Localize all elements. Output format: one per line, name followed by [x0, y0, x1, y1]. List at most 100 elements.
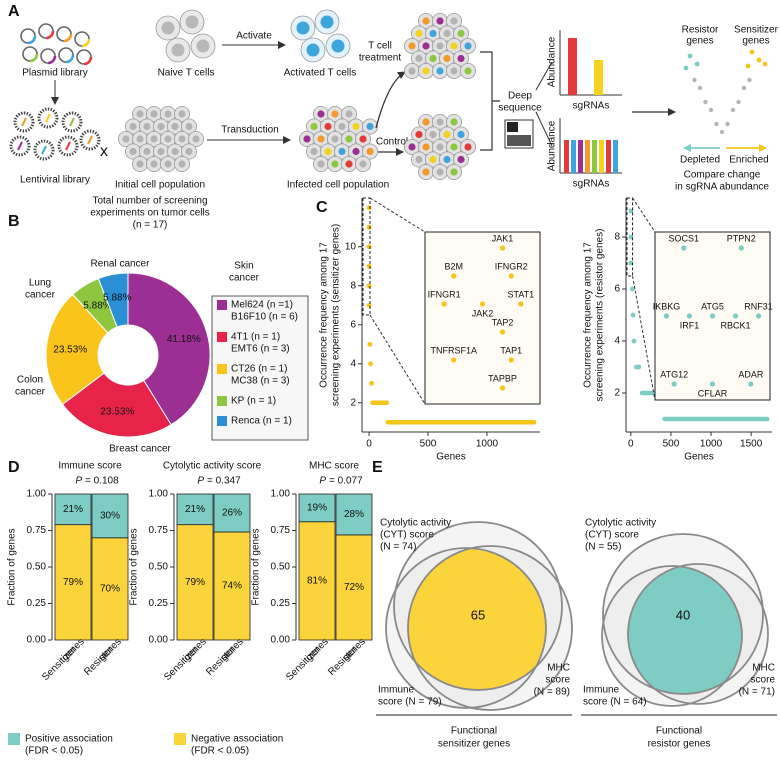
panel-label: E	[372, 459, 383, 476]
point	[367, 341, 373, 347]
y-tick-label: 0.50	[27, 562, 47, 573]
venn-label: MHC	[547, 663, 570, 674]
inset-point	[738, 245, 744, 251]
plasmid-insert	[27, 35, 37, 45]
venn-footer: resistor genes	[648, 739, 711, 750]
label: Compare change	[684, 170, 761, 181]
point	[366, 283, 372, 289]
t-cell-nucleus	[296, 21, 310, 35]
illustrative-dot	[756, 57, 762, 63]
illustrative-dot	[719, 129, 725, 135]
cell-nucleus	[150, 135, 158, 143]
venn-count: 40	[676, 607, 690, 622]
viral-genome	[65, 141, 71, 151]
label: sequence	[498, 103, 542, 114]
inset-point	[709, 381, 716, 387]
p-value: = 0.347	[207, 476, 241, 487]
cell-nucleus	[345, 135, 353, 143]
zoom-connector	[632, 275, 656, 401]
bar-segment	[335, 493, 373, 536]
cross-symbol: x	[100, 143, 108, 160]
y-axis-label: screening experiments (resistor genes)	[595, 229, 606, 402]
y-tick-label: 0.25	[149, 598, 169, 609]
label: Lentiviral library	[20, 175, 90, 186]
label: Resistor	[682, 25, 719, 36]
y-tick-label: 6	[350, 319, 356, 330]
plasmid-insert	[45, 30, 55, 40]
t-cell-nucleus	[331, 39, 345, 53]
cell-nucleus	[464, 67, 472, 75]
venn-label: (CYT) score	[380, 530, 434, 541]
x-tick-label: 1000	[476, 439, 499, 450]
gene-label: TAP1	[500, 345, 522, 355]
cell-nucleus	[171, 147, 179, 156]
venn-count: 65	[471, 607, 485, 622]
label: in sgRNA abundance	[675, 182, 769, 193]
panel-label: B	[8, 213, 20, 230]
cell-nucleus	[129, 147, 137, 156]
cell-nucleus	[450, 17, 458, 25]
cell-nucleus	[450, 42, 458, 50]
legend-label: 4T1 (n = 1)	[231, 332, 280, 343]
cell-nucleus	[422, 143, 430, 151]
y-tick-label: 1.00	[149, 489, 169, 500]
legend-label: (FDR < 0.05)	[191, 746, 249, 757]
cell-nucleus	[136, 135, 144, 143]
cell-nucleus	[185, 147, 193, 156]
venn-outline	[407, 545, 573, 711]
y-axis-label: Fraction of genes	[7, 528, 18, 605]
bar-segment	[335, 534, 373, 641]
cell-nucleus	[324, 147, 332, 156]
cell-nucleus	[136, 160, 144, 168]
y-tick-label: 2	[350, 397, 356, 408]
cell-nucleus	[164, 160, 172, 168]
plasmid-insert	[47, 55, 57, 65]
arrow	[375, 71, 406, 129]
illustrative-dot	[741, 85, 747, 91]
t-cell-nucleus	[306, 43, 320, 57]
inset-point	[686, 313, 693, 319]
gene-label: TAPBP	[488, 373, 517, 383]
y-tick-label: 1.00	[271, 489, 291, 500]
cell-nucleus	[338, 122, 346, 131]
connector	[535, 111, 553, 147]
venn-label: (N = 55)	[585, 542, 621, 553]
illustrative-dot	[694, 61, 700, 67]
p-value: = 0.108	[85, 476, 119, 487]
gene-label: TNFRSF1A	[430, 345, 477, 355]
x-axis-label: Genes	[436, 452, 465, 463]
gene-label: JAK1	[492, 233, 514, 243]
gene-label: ATG5	[701, 301, 724, 311]
y-tick-label: 8	[614, 232, 620, 243]
inset-point	[681, 245, 687, 251]
venn-outline	[601, 565, 743, 707]
p-label: P	[197, 476, 204, 487]
value-label: 30%	[100, 511, 120, 522]
cell-nucleus	[415, 29, 423, 38]
legend-label: Renca (n = 1)	[231, 416, 292, 427]
legend-label: B16F10 (n = 6)	[231, 312, 298, 323]
cell-nucleus	[422, 17, 430, 25]
cell-nucleus	[443, 155, 451, 164]
venn-label: Cytolytic activity	[380, 518, 451, 529]
gene-label: RNF31	[744, 301, 773, 311]
cell-nucleus	[345, 110, 353, 118]
cell-nucleus	[422, 118, 430, 126]
chart-title: experiments on tumor cells	[90, 208, 210, 219]
label: Infected cell population	[287, 180, 389, 191]
cell-nucleus	[310, 122, 318, 131]
plasmid-insert	[83, 56, 93, 66]
venn-intersection	[408, 548, 546, 690]
value-label: 23.53%	[100, 407, 134, 418]
bar-segment	[176, 493, 214, 526]
x-tick-label: genes	[97, 636, 124, 663]
venn-label: score (N = 64)	[583, 697, 647, 708]
inset-point	[499, 385, 506, 391]
label: treatment	[359, 53, 401, 64]
t-cell-nucleus	[171, 43, 185, 57]
cell-nucleus	[331, 110, 339, 118]
gene-label: ADAR	[738, 369, 764, 379]
inset-point	[441, 301, 447, 307]
viral-genome	[21, 117, 27, 127]
label: Sensitizer	[734, 25, 779, 36]
